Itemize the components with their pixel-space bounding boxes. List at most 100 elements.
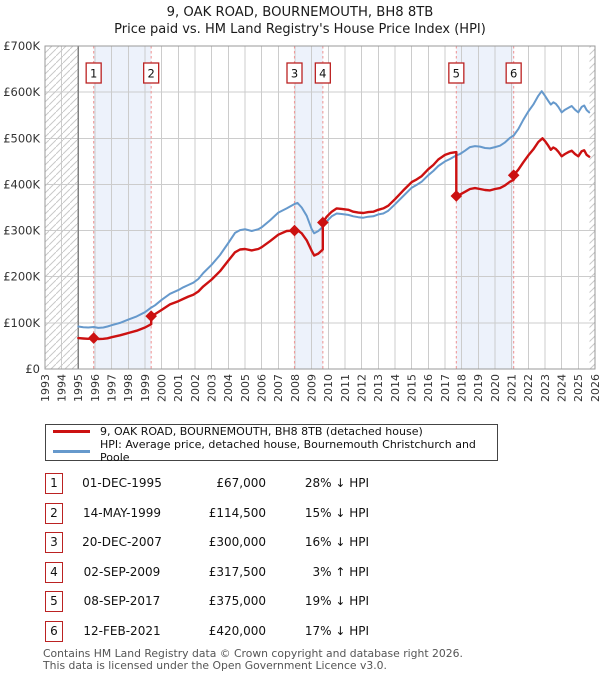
sale-price: £300,000: [208, 535, 266, 549]
svg-text:2001: 2001: [172, 374, 185, 402]
svg-text:2015: 2015: [405, 374, 418, 402]
svg-text:£200K: £200K: [3, 270, 40, 284]
svg-text:1999: 1999: [139, 374, 152, 402]
table-row: 5 08-SEP-2017 £375,000 19% ↓ HPI: [0, 591, 600, 612]
table-row: 2 14-MAY-1999 £114,500 15% ↓ HPI: [0, 502, 600, 524]
sale-price: £114,500: [208, 505, 266, 520]
sale-date-lines: [93, 46, 515, 369]
table-row: 6 12-FEB-2021 £420,000 17% ↓ HPI: [0, 620, 600, 642]
svg-text:2013: 2013: [372, 374, 385, 402]
page-title: 9, OAK ROAD, BOURNEMOUTH, BH8 8TB: [166, 5, 434, 20]
legend-hpi-label: HPI: Average price, detached house, Bour…: [100, 438, 476, 464]
svg-text:2022: 2022: [522, 374, 535, 402]
svg-text:£300K: £300K: [3, 224, 40, 238]
sale-date: 08-SEP-2017: [83, 594, 161, 608]
legend-property-label: 9, OAK ROAD, BOURNEMOUTH, BH8 8TB (detac…: [100, 425, 423, 438]
hpi-line-swatch: [53, 449, 90, 453]
svg-text:2014: 2014: [389, 374, 402, 402]
no-data-regions: [45, 46, 595, 369]
table-row: 4 02-SEP-2009 £317,500 3% ↑ HPI: [0, 561, 600, 583]
price-history-chart: 1 2 3 4 5 6 £0 £100K £200K £300K £400K £500K £600K £7…: [3, 39, 600, 402]
hpi-delta: 19% ↓ HPI: [304, 594, 369, 608]
legend-item-property: 9, OAK ROAD, BOURNEMOUTH, BH8 8TB (detac…: [46, 425, 497, 438]
table-row: 3 20-DEC-2007 £300,000 16% ↓ HPI: [0, 532, 600, 553]
sale-number-boxes: 1 2 3 4 5 6: [85, 62, 522, 84]
svg-text:1996: 1996: [89, 374, 102, 402]
row-marker-number: 2: [45, 502, 63, 524]
svg-text:2025: 2025: [572, 374, 585, 402]
svg-text:1997: 1997: [105, 374, 118, 402]
property-line: [77, 137, 591, 341]
sale-price: £67,000: [216, 476, 266, 490]
svg-text:2007: 2007: [272, 374, 285, 402]
svg-text:2012: 2012: [355, 374, 368, 402]
hpi-delta: 17% ↓ HPI: [304, 623, 369, 638]
sale-price: £317,500: [208, 564, 266, 579]
y-axis-labels: £0 £100K £200K £300K £400K £500K £600K £700K: [3, 39, 40, 376]
sale-price: £420,000: [208, 623, 266, 638]
row-marker-number: 4: [45, 561, 63, 583]
legend-item-hpi: HPI: Average price, detached house, Bour…: [46, 438, 497, 464]
sale-markers: [87, 169, 520, 344]
svg-text:2026: 2026: [589, 374, 600, 402]
hpi-delta: 15% ↓ HPI: [304, 505, 369, 520]
svg-text:£100K: £100K: [3, 316, 40, 330]
svg-text:2017: 2017: [439, 374, 452, 402]
x-axis-labels: 1993 1994 1995 1996 1997 1998 1999 2000 2001 2002…: [39, 374, 600, 402]
svg-text:£0: £0: [25, 362, 40, 376]
row-marker-number: 1: [45, 473, 63, 494]
svg-text:2010: 2010: [322, 374, 335, 402]
sale-date: 14-MAY-1999: [82, 505, 161, 520]
chart-legend: 9, OAK ROAD, BOURNEMOUTH, BH8 8TB (detac…: [45, 424, 498, 464]
svg-text:2016: 2016: [422, 374, 435, 402]
svg-text:£400K: £400K: [3, 177, 40, 191]
svg-text:1995: 1995: [72, 374, 85, 402]
svg-text:2006: 2006: [255, 374, 268, 402]
svg-text:1998: 1998: [122, 374, 135, 402]
footer-line-1: Contains HM Land Registry data © Crown c…: [43, 647, 463, 660]
svg-text:2002: 2002: [189, 374, 202, 402]
license-footer: Contains HM Land Registry data © Crown c…: [43, 648, 583, 671]
svg-text:2009: 2009: [305, 374, 318, 402]
svg-text:1994: 1994: [55, 374, 68, 402]
svg-text:5: 5: [453, 67, 460, 81]
svg-text:£600K: £600K: [3, 85, 40, 99]
sale-date: 01-DEC-1995: [82, 476, 162, 490]
hpi-delta: 16% ↓ HPI: [304, 535, 369, 549]
table-row: 1 01-DEC-1995 £67,000 28% ↓ HPI: [0, 473, 600, 494]
footer-line-2: This data is licensed under the Open Gov…: [43, 658, 387, 672]
svg-text:4: 4: [319, 67, 326, 81]
sale-date: 12-FEB-2021: [83, 623, 161, 638]
svg-text:2020: 2020: [489, 374, 502, 402]
hpi-line: [77, 90, 591, 329]
row-marker-number: 5: [45, 591, 63, 612]
svg-text:£700K: £700K: [3, 39, 40, 53]
svg-text:2011: 2011: [339, 374, 352, 402]
svg-text:1993: 1993: [39, 374, 52, 402]
hpi-delta: 3% ↑ HPI: [312, 564, 369, 579]
svg-text:2023: 2023: [539, 374, 552, 402]
svg-text:2005: 2005: [239, 374, 252, 402]
property-line-swatch: [53, 430, 90, 433]
svg-text:2021: 2021: [505, 374, 518, 402]
row-marker-number: 6: [45, 620, 63, 642]
svg-text:2019: 2019: [472, 374, 485, 402]
svg-text:1: 1: [90, 67, 97, 81]
svg-text:2018: 2018: [455, 374, 468, 402]
svg-text:2000: 2000: [155, 374, 168, 402]
svg-text:£500K: £500K: [3, 131, 40, 145]
sale-date: 20-DEC-2007: [82, 535, 162, 549]
sale-price: £375,000: [208, 594, 266, 608]
row-marker-number: 3: [45, 532, 63, 553]
hpi-delta: 28% ↓ HPI: [304, 476, 369, 490]
svg-text:2008: 2008: [289, 374, 302, 402]
svg-text:6: 6: [510, 67, 517, 81]
svg-text:2004: 2004: [222, 374, 235, 402]
svg-text:2: 2: [148, 67, 155, 81]
ownership-bands: [93, 46, 514, 369]
svg-text:2024: 2024: [555, 374, 568, 402]
sale-date: 02-SEP-2009: [83, 564, 161, 579]
page-subtitle: Price paid vs. HM Land Registry's House …: [114, 22, 486, 37]
svg-text:3: 3: [291, 67, 298, 81]
svg-text:2003: 2003: [205, 374, 218, 402]
